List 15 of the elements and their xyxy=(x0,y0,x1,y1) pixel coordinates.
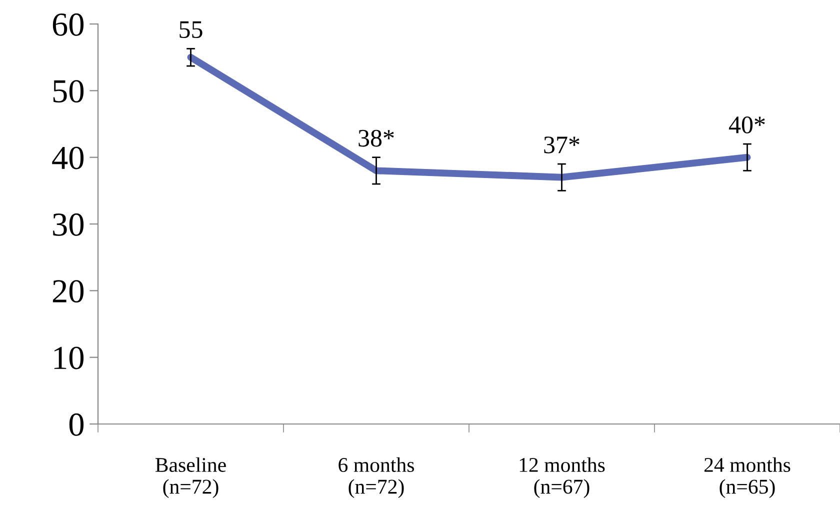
x-tick-label: Baseline (n=72) xyxy=(155,457,226,498)
data-label: 55 xyxy=(180,21,202,38)
x-tick-label: 12 months (n=67) xyxy=(520,457,605,498)
y-tick-label: 40 xyxy=(52,146,84,170)
y-tick-label: 10 xyxy=(54,346,84,370)
data-label: 40* xyxy=(728,116,765,134)
y-tick-label: 30 xyxy=(53,213,84,236)
x-tick-label: 6 months (n=72) xyxy=(338,457,414,498)
y-tick-label: 20 xyxy=(52,280,84,303)
x-tick-label: 24 months (n=65) xyxy=(704,457,790,498)
y-tick-label: 60 xyxy=(52,13,84,36)
data-label: 37* xyxy=(544,136,580,154)
y-tick-label: 0 xyxy=(69,413,84,436)
y-tick-label: 50 xyxy=(53,80,84,103)
data-label: 38* xyxy=(358,130,394,147)
